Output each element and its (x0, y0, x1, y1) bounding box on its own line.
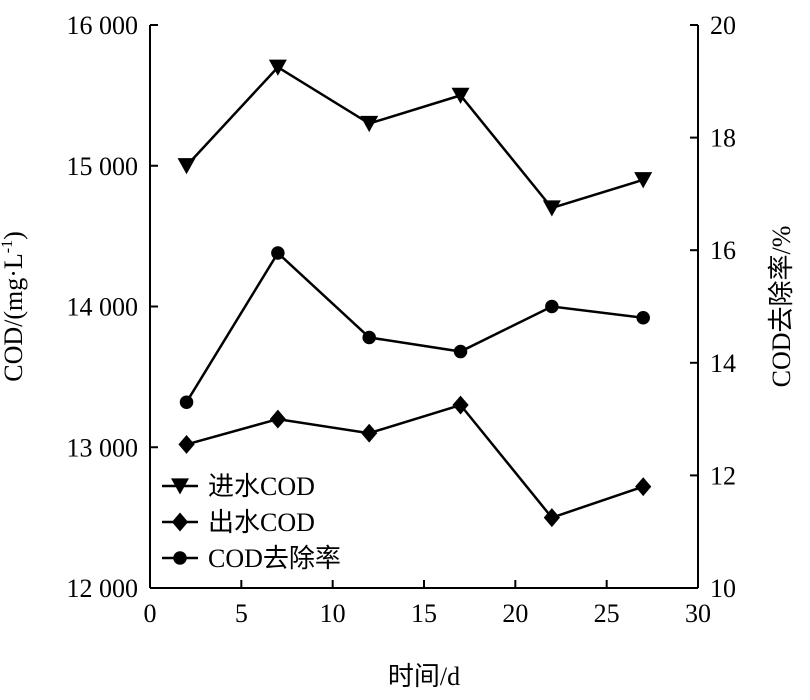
y-right-tick-label: 10 (710, 574, 736, 603)
x-tick-label: 25 (594, 599, 620, 628)
legend-marker (171, 512, 189, 532)
y-left-tick-label: 13 000 (67, 433, 139, 462)
data-point (269, 409, 286, 429)
data-point (271, 246, 285, 260)
legend-label: 出水COD (208, 508, 315, 537)
x-axis-title: 时间/d (388, 662, 460, 691)
data-point (545, 299, 559, 314)
series-line (185, 65, 644, 210)
data-point (268, 59, 287, 76)
x-tick-label: 15 (411, 599, 437, 628)
y-left-tick-label: 14 000 (67, 293, 139, 322)
series-2 (178, 395, 652, 528)
data-point (543, 508, 560, 528)
legend-item: 进水COD (162, 472, 315, 501)
legend-label: 进水COD (208, 472, 315, 501)
y-left-tick-label: 16 000 (67, 11, 139, 40)
data-point (361, 423, 378, 443)
data-point (452, 395, 469, 415)
y-left-tick-label: 12 000 (67, 574, 139, 603)
x-tick-label: 0 (144, 599, 157, 628)
y-right-tick-label: 20 (710, 11, 736, 40)
series-line (185, 251, 644, 403)
legend-item: 出水COD (162, 508, 315, 537)
legend: 进水COD 出水COD COD去除率 (162, 472, 341, 573)
data-point (453, 344, 468, 359)
data-point (451, 87, 470, 104)
y-left-tick-label: 15 000 (67, 152, 139, 181)
data-point (177, 158, 196, 175)
legend-marker (171, 478, 189, 495)
data-point (179, 395, 194, 409)
series-line (186, 403, 644, 520)
series-1 (177, 59, 653, 217)
y-right-tick-label: 18 (710, 124, 736, 153)
axes: 0 5 10 15 20 25 30 12 000 13 000 14 000 15 000 16 0… (0, 11, 796, 691)
data-point (634, 172, 653, 189)
x-tick-label: 5 (235, 599, 248, 628)
y-right-tick-label: 14 (710, 349, 736, 378)
y-right-axis-title: COD去除率/% (767, 226, 796, 388)
data-point (360, 115, 379, 133)
series-layer (177, 59, 653, 528)
x-tick-label: 10 (320, 599, 346, 628)
data-point (178, 434, 195, 454)
x-tick-label: 30 (685, 599, 711, 628)
y-left-axis-title: COD/(mg·L-1) (0, 231, 28, 382)
series-3 (179, 246, 650, 409)
y-right-tick-label: 12 (710, 461, 736, 490)
legend-item: COD去除率 (162, 544, 341, 573)
data-point (542, 200, 561, 217)
data-point (362, 330, 376, 345)
data-point (635, 477, 652, 497)
legend-label: COD去除率 (208, 544, 341, 573)
legend-marker (173, 551, 187, 565)
x-tick-label: 20 (502, 599, 528, 628)
y-right-tick-label: 16 (710, 236, 736, 265)
data-point (636, 311, 650, 325)
